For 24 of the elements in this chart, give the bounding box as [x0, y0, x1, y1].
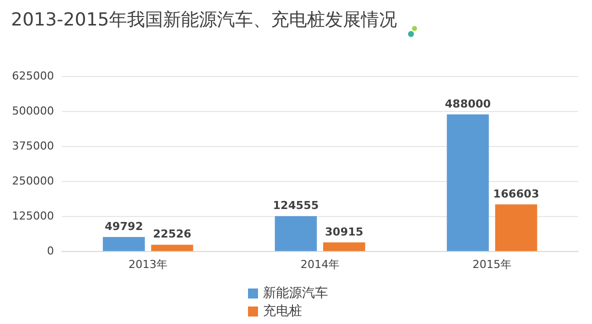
data-label: 166603 — [493, 187, 540, 200]
y-tick-label: 0 — [47, 244, 54, 258]
y-tick-label: 125000 — [12, 210, 54, 222]
bar — [151, 244, 194, 251]
bar — [102, 237, 145, 251]
data-label: 124555 — [272, 199, 319, 212]
data-label: 49792 — [104, 220, 143, 234]
x-tick-label: 2013年 — [128, 258, 168, 271]
bar — [274, 216, 317, 251]
legend-label: 充电桩 — [263, 304, 302, 319]
bar — [495, 204, 538, 251]
x-tick-label: 2014年 — [300, 258, 340, 271]
bar — [323, 242, 366, 251]
legend-label: 新能源汽车 — [263, 286, 328, 301]
data-label: 30915 — [325, 225, 364, 238]
y-tick-label: 625000 — [12, 70, 54, 82]
y-tick-label: 375000 — [12, 140, 54, 152]
x-tick-label: 2015年 — [472, 258, 512, 271]
bar — [446, 114, 489, 251]
y-tick-label: 250000 — [12, 174, 54, 188]
y-tick-label: 500000 — [12, 104, 54, 118]
chart-title: 2013-2015年我国新能源汽车、充电桩发展情况 — [11, 10, 398, 30]
data-label: 488000 — [444, 97, 492, 110]
data-label: 22526 — [153, 228, 192, 241]
